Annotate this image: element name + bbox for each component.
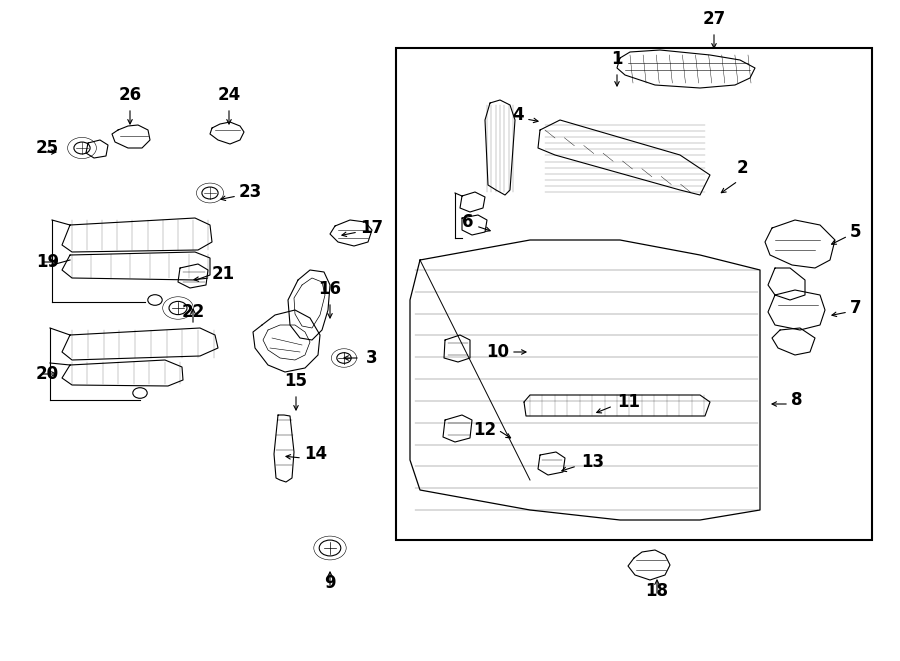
Text: 20: 20 [36, 365, 59, 383]
Text: 21: 21 [212, 265, 235, 283]
Text: 3: 3 [366, 349, 378, 367]
Text: 22: 22 [182, 303, 204, 321]
Text: 1: 1 [611, 50, 623, 68]
Text: 25: 25 [36, 139, 59, 157]
Text: 12: 12 [472, 421, 496, 439]
Text: 23: 23 [239, 183, 262, 201]
Text: 19: 19 [36, 253, 59, 271]
Text: 9: 9 [324, 574, 336, 592]
Text: 13: 13 [581, 453, 604, 471]
Text: 17: 17 [360, 219, 383, 237]
Text: 6: 6 [463, 213, 474, 231]
Text: 27: 27 [702, 10, 725, 28]
Text: 26: 26 [119, 86, 141, 104]
Text: 8: 8 [791, 391, 803, 409]
Text: 18: 18 [645, 582, 669, 600]
Text: 7: 7 [850, 299, 861, 317]
Text: 11: 11 [617, 393, 640, 411]
Text: 10: 10 [486, 343, 509, 361]
Text: 5: 5 [850, 223, 861, 241]
Text: 24: 24 [218, 86, 240, 104]
Text: 15: 15 [284, 372, 308, 390]
Text: 14: 14 [304, 445, 327, 463]
Bar [396, 48, 872, 540]
Text: 16: 16 [319, 280, 341, 298]
Text: 2: 2 [736, 159, 748, 177]
Text: 4: 4 [512, 106, 524, 124]
